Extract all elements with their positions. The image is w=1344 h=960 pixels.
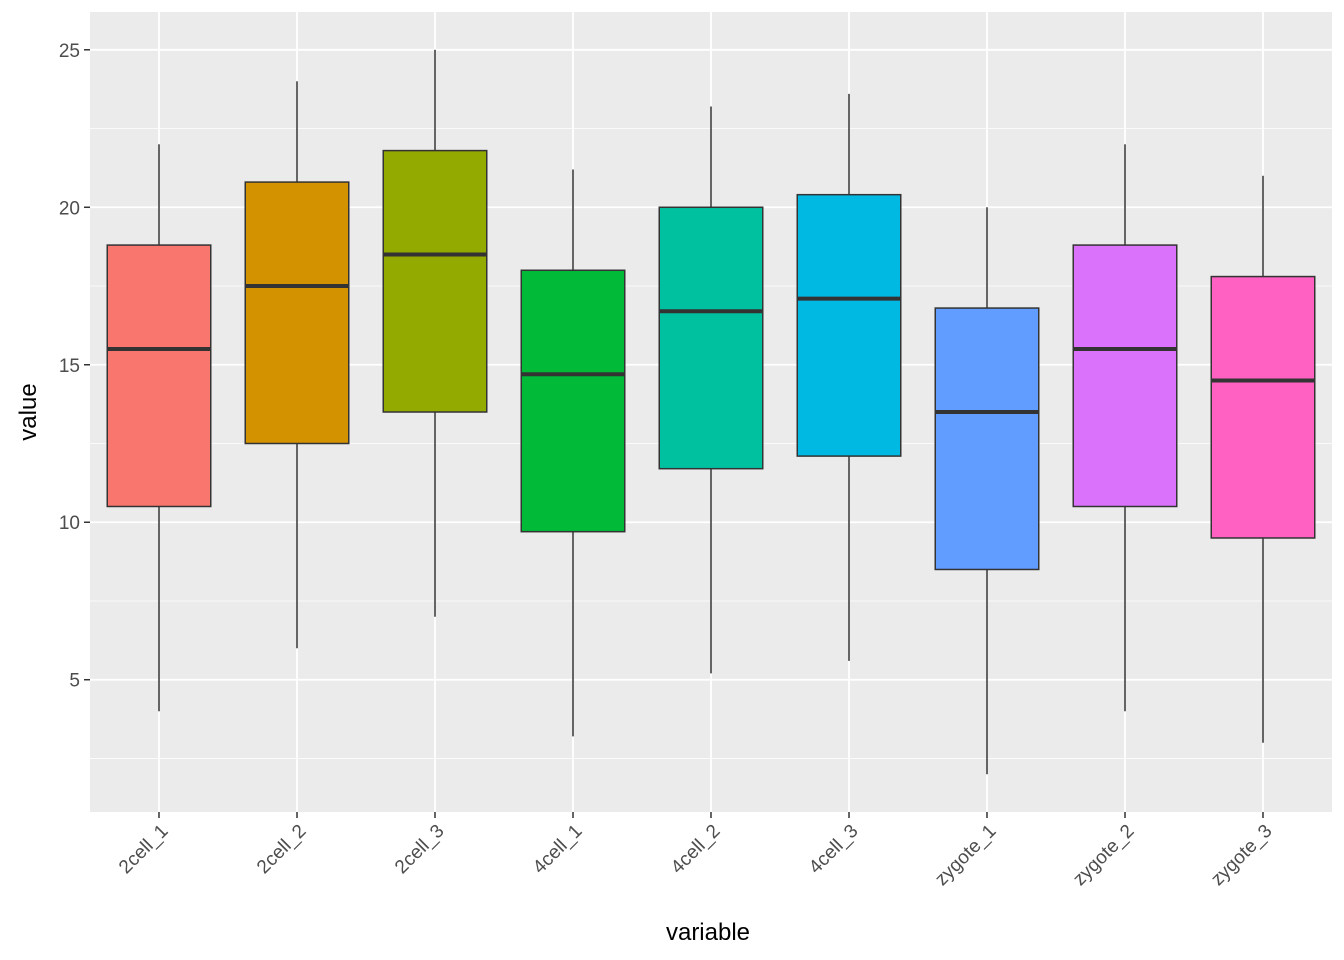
box-4cell_3	[796, 93, 902, 661]
box-rect	[1210, 275, 1316, 539]
x-tick-label: zygote_2	[1069, 821, 1138, 890]
x-tick-label: 4cell_2	[667, 821, 724, 878]
box-rect	[106, 244, 212, 508]
box-zygote_3	[1210, 175, 1316, 743]
y-tick-label: 15	[59, 356, 80, 377]
box-4cell_1	[520, 169, 626, 737]
box-2cell_2	[244, 81, 350, 649]
y-tick-label: 10	[59, 513, 80, 534]
box-2cell_3	[382, 49, 488, 617]
x-axis-label: variable	[666, 919, 750, 946]
x-tick-label: 4cell_1	[529, 821, 586, 878]
box-rect	[244, 181, 350, 445]
y-tick-label: 5	[69, 671, 80, 692]
x-tick-label: 2cell_3	[391, 821, 448, 878]
x-tick-label: 2cell_1	[115, 821, 172, 878]
x-tick-label: 2cell_2	[253, 821, 310, 878]
y-tick-label: 20	[59, 198, 80, 219]
box-rect	[520, 269, 626, 533]
x-axis: 2cell_1 2cell_2 2cell_3 4cell_1 4cell_2 4cell…	[115, 812, 1277, 890]
box-rect	[382, 149, 488, 413]
boxes-layer	[106, 49, 1316, 775]
x-tick-label: zygote_3	[1207, 821, 1276, 890]
y-axis: 5 10 15 20 25	[59, 41, 90, 692]
box-rect	[658, 206, 764, 470]
x-tick-label: zygote_1	[931, 821, 1000, 890]
box-rect	[796, 193, 902, 457]
x-tick-label: 4cell_3	[805, 821, 862, 878]
y-tick-label: 25	[59, 41, 80, 62]
box-zygote_1	[934, 207, 1040, 775]
y-axis-label: value	[15, 383, 42, 440]
box-rect	[934, 307, 1040, 571]
box-4cell_2	[658, 106, 764, 674]
box-rect	[1072, 244, 1178, 508]
box-zygote_2	[1072, 144, 1178, 712]
box-2cell_1	[106, 144, 212, 712]
